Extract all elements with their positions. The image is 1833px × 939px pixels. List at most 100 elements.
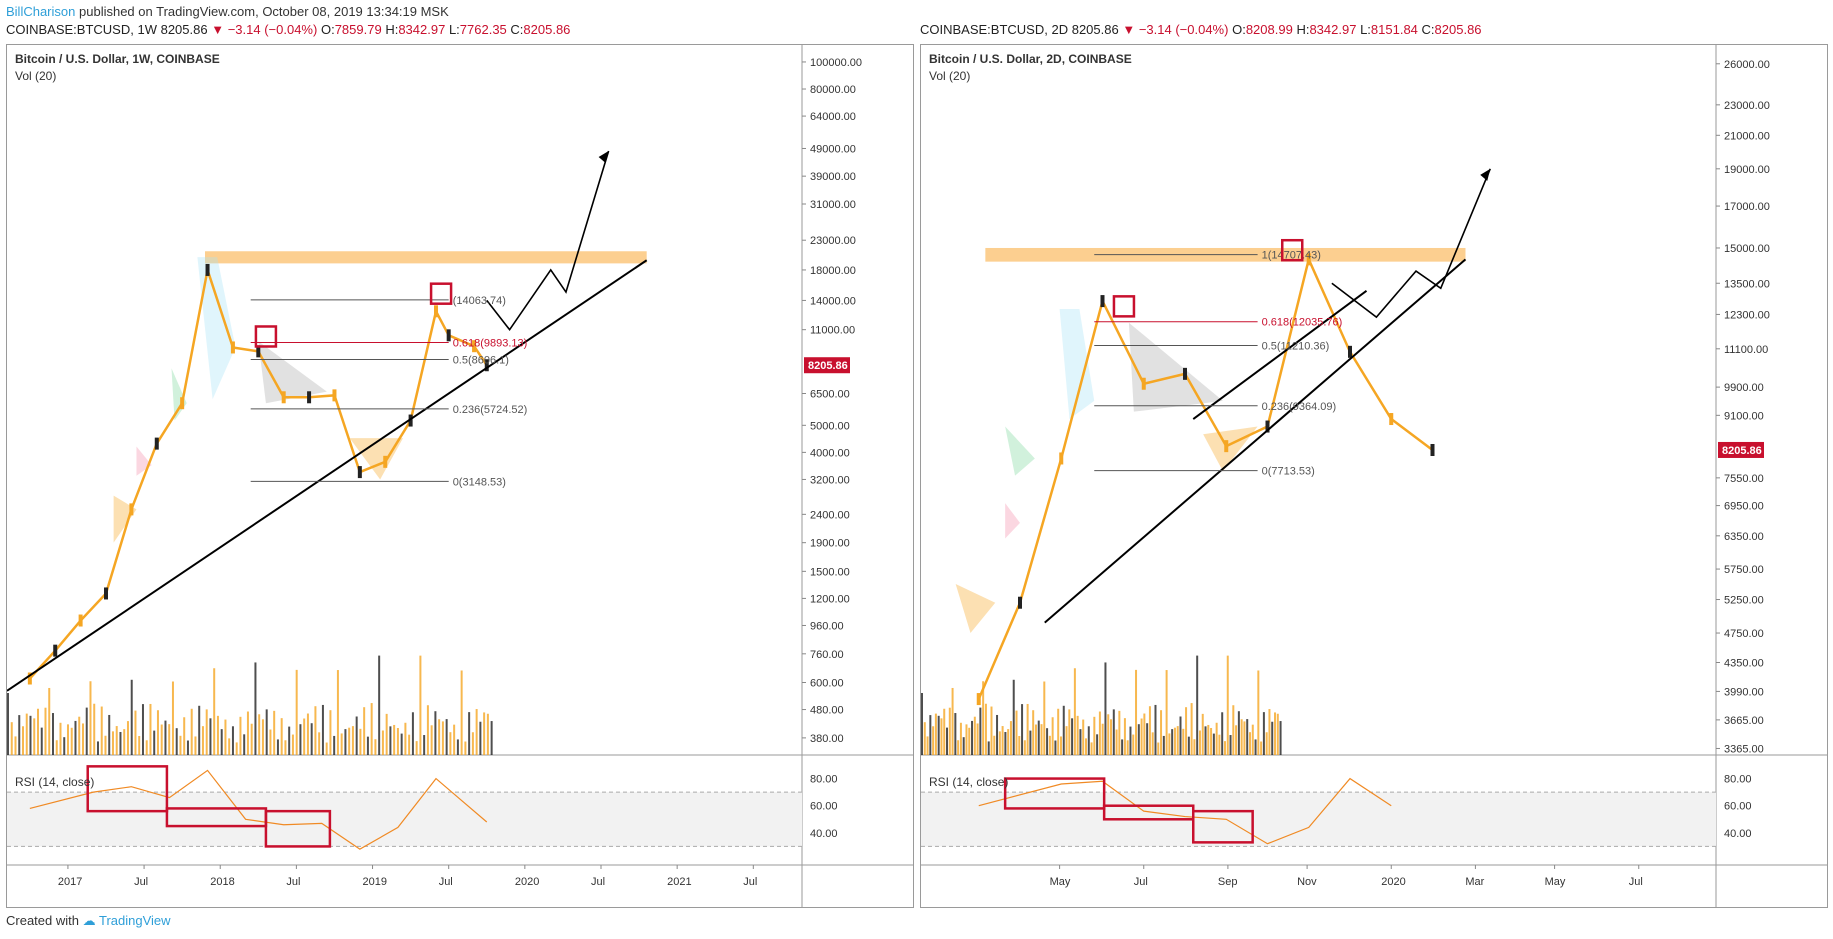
volume-bar (1087, 726, 1090, 755)
volume-bar (971, 720, 974, 755)
volume-bar (1029, 730, 1032, 755)
pattern-shade-2 (349, 438, 403, 480)
volume-bar (1204, 726, 1207, 755)
volume-bar (81, 723, 84, 755)
fib-level-label: 1(14707.43) (1262, 250, 1321, 262)
volume-bar (464, 741, 467, 755)
volume-bar (411, 712, 414, 755)
volume-bar (179, 735, 182, 755)
volume-bar (1210, 727, 1213, 755)
rsi-indicator-label: RSI (14, close) (929, 775, 1009, 789)
volume-bar (1135, 669, 1138, 755)
volume-bar (1112, 709, 1115, 755)
projection-path (486, 150, 610, 332)
volume-bar (423, 735, 426, 755)
volume-bar (393, 724, 396, 755)
volume-bar (923, 722, 926, 755)
volume-bar (1279, 721, 1282, 755)
volume-bar (1054, 740, 1057, 755)
author-link[interactable]: BillCharison (6, 4, 76, 19)
price-candle (357, 466, 362, 479)
volume-bar (385, 713, 388, 755)
x-tick-label: 2017 (58, 876, 82, 888)
volume-bar (59, 722, 62, 755)
chart-canvas-2d[interactable]: 1(14707.43) 0.618(12035.76) 0.5(11210.36) 0… (921, 45, 1827, 907)
volume-bar (250, 723, 253, 755)
volume-bar (1132, 734, 1135, 755)
volume-bar (475, 709, 478, 755)
tradingview-brand[interactable]: TradingView (99, 913, 171, 928)
volume-bar (303, 718, 306, 755)
fib-level-label: 0.618(12035.76) (1262, 317, 1343, 329)
x-tick-label: Jul (286, 876, 300, 888)
volume-bar (164, 720, 167, 755)
y-tick-label: 49000.00 (810, 143, 856, 155)
y-tick-label: 14000.00 (810, 295, 856, 307)
volume-bar (119, 732, 122, 755)
volume-bar (51, 713, 54, 755)
x-tick-label: May (1050, 876, 1071, 888)
volume-bar (438, 719, 441, 755)
volume-bar (78, 716, 81, 755)
volume-bar (946, 727, 949, 755)
volume-bar (243, 734, 246, 755)
volume-bar (1051, 717, 1054, 755)
volume-bar (363, 707, 366, 755)
volume-bar (940, 718, 943, 755)
volume-bar (993, 735, 996, 755)
volume-bar (1232, 705, 1235, 755)
volume-bar (400, 733, 403, 755)
volume-bar (299, 724, 302, 755)
volume-bar (932, 726, 935, 755)
volume-bar (1012, 679, 1015, 755)
rsi-highlight-box (264, 809, 332, 848)
price-candle (154, 437, 159, 450)
volume-bar (1173, 727, 1176, 755)
pattern-shade-3 (955, 583, 996, 634)
volume-bar (1207, 724, 1210, 755)
y-tick-label: 39000.00 (810, 171, 856, 183)
price-candle (484, 359, 489, 372)
symbol-line-right: COINBASE:BTCUSD, 2D 8205.86 ▼ −3.14 (−0.… (920, 22, 1482, 37)
price-candle (27, 672, 32, 685)
chart-panel-2d[interactable]: 1(14707.43) 0.618(12035.76) 0.5(11210.36) 0… (920, 44, 1828, 908)
volume-bar (419, 655, 422, 755)
volume-bar (1093, 716, 1096, 755)
highlight-box (254, 325, 278, 348)
x-tick-label: 2018 (210, 876, 234, 888)
chart-canvas-weekly[interactable]: (14063.74) 0.618(9893.13) 0.5(8606.1) 0.236… (7, 45, 913, 907)
y-tick-label: 3665.00 (1724, 715, 1764, 727)
x-tick-label: 2021 (667, 876, 691, 888)
volume-bar (951, 687, 954, 755)
price-candle (205, 263, 210, 276)
ohlc-high-key: H: (385, 22, 399, 37)
ohlc-open-val: 8208.99 (1245, 22, 1293, 37)
volume-bar (976, 723, 979, 755)
volume-bar (63, 737, 66, 755)
pattern-shade-4 (1005, 503, 1020, 539)
volume-bar (1068, 709, 1071, 755)
tradingview-logo-icon[interactable]: ☁ (82, 913, 96, 928)
volume-bar (40, 727, 43, 755)
volume-bar (1146, 723, 1149, 755)
volume-bar (171, 681, 174, 755)
chart-panel-weekly[interactable]: (14063.74) 0.618(9893.13) 0.5(8606.1) 0.236… (6, 44, 914, 908)
y-tick-label: 6950.00 (1724, 501, 1764, 513)
volume-bar (198, 705, 201, 755)
price-candle (1348, 345, 1352, 358)
ohlc-close-val: 8205.86 (1434, 22, 1482, 37)
rsi-highlight-box (1003, 777, 1106, 810)
y-tick-label: 1900.00 (810, 538, 850, 550)
volume-bar (1257, 670, 1260, 755)
volume-bar (85, 707, 88, 755)
y-tick-label: 11000.00 (810, 325, 855, 337)
volume-bar (314, 706, 317, 755)
fib-level-label: 0.5(8606.1) (453, 354, 509, 366)
price-change: ▼ −3.14 (−0.04%) (211, 22, 318, 37)
volume-bar (18, 715, 21, 755)
price-candle (307, 391, 312, 404)
symbol-line-left: COINBASE:BTCUSD, 1W 8205.86 ▼ −3.14 (−0.… (6, 22, 570, 37)
price-candle (1183, 367, 1187, 380)
fib-level-label: (14063.74) (453, 295, 506, 307)
volume-bar (48, 687, 51, 755)
